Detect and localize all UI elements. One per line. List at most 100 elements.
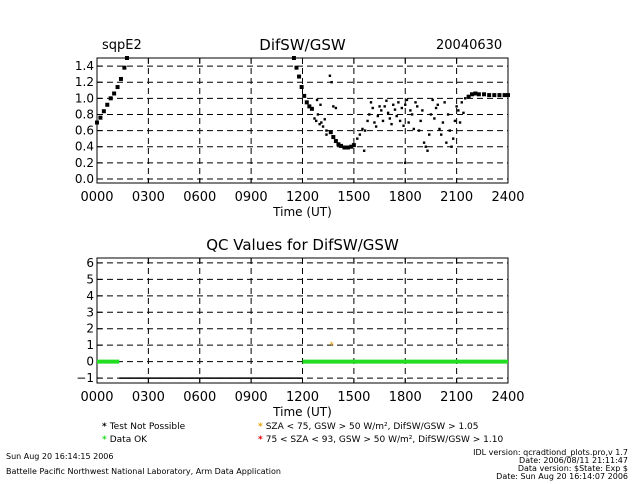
x-tick-label: 0600 xyxy=(183,190,216,205)
data-point xyxy=(331,135,336,140)
y-tick-label: 1.0 xyxy=(75,91,94,105)
y-tick-label: 1.2 xyxy=(75,75,94,89)
data-point xyxy=(315,98,319,102)
y-tick-label: 1.4 xyxy=(75,59,94,73)
data-point xyxy=(436,103,439,106)
data-point xyxy=(410,113,414,116)
data-point xyxy=(407,121,410,124)
data-point xyxy=(492,93,497,98)
data-point xyxy=(101,109,106,114)
data-point xyxy=(351,143,356,148)
legend-label: Data OK xyxy=(109,435,148,445)
data-point xyxy=(405,98,409,102)
x-tick-label: 1500 xyxy=(337,390,370,405)
data-point xyxy=(328,130,333,135)
data-point xyxy=(304,100,309,105)
legend-star-icon: * xyxy=(102,435,107,445)
data-point xyxy=(443,101,446,104)
data-point xyxy=(299,85,304,90)
data-point xyxy=(404,103,407,106)
data-point xyxy=(393,108,397,111)
data-point xyxy=(438,127,441,131)
data-point xyxy=(414,101,417,104)
data-point xyxy=(376,114,380,118)
x-tick-label: 0600 xyxy=(183,390,216,405)
data-point xyxy=(402,124,405,127)
footer-date: Date: 2006/08/11 21:11:47 xyxy=(519,456,628,465)
qc-data-point: * xyxy=(329,341,334,351)
data-point xyxy=(373,121,376,124)
y-tick-label: 0.6 xyxy=(75,124,94,138)
x-tick-label: 0900 xyxy=(235,190,268,205)
data-point xyxy=(383,105,386,108)
data-point xyxy=(294,65,299,70)
data-point xyxy=(302,93,307,98)
y-tick-label: 0 xyxy=(86,355,94,369)
data-point xyxy=(417,129,421,132)
data-point xyxy=(390,122,393,126)
y-tick-label: 4 xyxy=(86,289,94,303)
data-point xyxy=(378,105,381,108)
y-tick-label: 0.4 xyxy=(75,140,94,154)
legend-label: Test Not Possible xyxy=(109,422,186,432)
data-point xyxy=(419,119,422,123)
data-point xyxy=(122,65,127,70)
legend-label: SZA < 75, GSW > 50 W/m², DifSW/GSW > 1.0… xyxy=(265,422,479,432)
data-point xyxy=(457,109,460,112)
y-tick-label: 3 xyxy=(86,305,94,319)
y-tick-label: 1 xyxy=(86,338,94,352)
data-point xyxy=(398,119,402,123)
x-tick-label: 2400 xyxy=(491,190,524,205)
data-point xyxy=(433,117,436,120)
data-point xyxy=(448,129,451,132)
data-point xyxy=(309,106,314,111)
data-point xyxy=(466,94,471,99)
legend-item-sza-75: * SZA < 75, GSW > 50 W/m², DifSW/GSW > 1.… xyxy=(258,422,479,432)
data-point xyxy=(470,92,475,97)
data-point xyxy=(325,133,328,136)
x-tick-label: 2100 xyxy=(440,390,473,405)
data-point xyxy=(388,117,392,120)
data-point xyxy=(428,133,431,136)
data-point xyxy=(473,91,478,96)
data-point xyxy=(349,144,354,149)
x-tick-label: 0300 xyxy=(132,190,165,205)
x-tick-label: 1200 xyxy=(286,190,319,205)
y-tick-label: 2 xyxy=(86,322,94,336)
footer-idl-version: IDL version: qcradtiond_plots.pro,v 1.7 xyxy=(473,448,628,457)
data-point xyxy=(458,121,462,124)
data-point xyxy=(363,129,367,132)
data-point xyxy=(412,127,416,131)
footer-run-date: Date: Sun Aug 20 16:14:07 2006 xyxy=(496,472,628,481)
data-point xyxy=(460,101,463,104)
data-point xyxy=(320,121,323,124)
data-point xyxy=(328,74,332,77)
y-tick-label: 6 xyxy=(86,256,94,270)
data-point xyxy=(386,111,390,115)
data-point xyxy=(424,145,427,148)
x-tick-label: 2100 xyxy=(440,190,473,205)
y-tick-label: 0.0 xyxy=(75,172,94,186)
y-tick-label: 0.8 xyxy=(75,107,94,121)
data-point xyxy=(345,145,350,150)
y-tick-label: −1 xyxy=(76,371,94,385)
data-point xyxy=(313,117,316,120)
data-point xyxy=(462,111,465,115)
data-point xyxy=(434,106,438,110)
data-point xyxy=(333,139,338,144)
x-axis-label: Time (UT) xyxy=(272,405,332,419)
data-point xyxy=(118,76,123,81)
data-point xyxy=(362,149,366,152)
data-point xyxy=(321,125,325,128)
x-tick-label: 1200 xyxy=(286,390,319,405)
data-point xyxy=(429,113,433,116)
x-tick-label: 0900 xyxy=(235,390,268,405)
data-point xyxy=(426,149,429,152)
data-point xyxy=(112,91,117,96)
data-point xyxy=(441,121,445,124)
chart-title: QC Values for DifSW/GSW xyxy=(206,236,399,254)
data-point xyxy=(422,141,426,144)
data-point xyxy=(323,118,326,121)
x-tick-label: 0000 xyxy=(80,390,113,405)
